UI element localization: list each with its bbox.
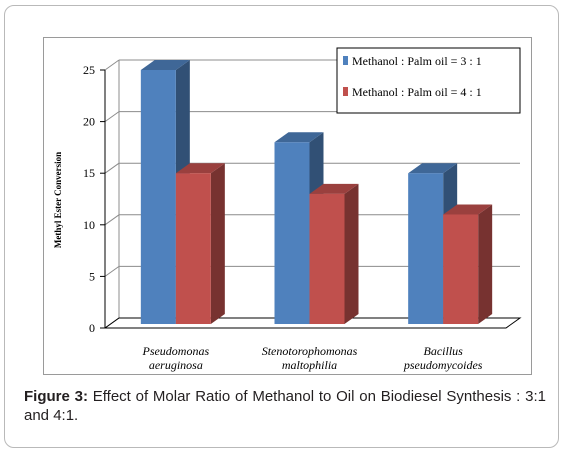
bar-side xyxy=(210,163,225,324)
x-tick-label: aeruginosa xyxy=(149,358,203,372)
y-axis: 0 5 10 15 20 25 xyxy=(83,63,522,335)
x-tick-label: maltophilia xyxy=(282,358,337,372)
y-tick-label: 0 xyxy=(89,321,95,335)
caption-label: Figure 3: xyxy=(24,388,88,405)
bar-side xyxy=(478,204,493,324)
figure-caption: Figure 3: Effect of Molar Ratio of Metha… xyxy=(24,387,546,425)
legend-swatch xyxy=(343,87,348,96)
y-tick-label: 15 xyxy=(83,166,95,180)
floor xyxy=(103,317,522,329)
x-tick-label: Bacillus xyxy=(424,344,464,358)
gridline-side xyxy=(104,162,120,174)
y-tick-label: 5 xyxy=(89,269,95,283)
bar-side xyxy=(344,183,359,324)
bar xyxy=(443,204,493,324)
gridline-side xyxy=(104,265,120,277)
bar-top xyxy=(309,183,359,194)
bar-top xyxy=(443,204,493,215)
bar-top xyxy=(140,60,190,70)
bar xyxy=(175,163,225,324)
legend: Methanol : Palm oil = 3 : 1 Methanol : Pa… xyxy=(336,47,521,114)
caption-text: Effect of Molar Ratio of Methanol to Oil… xyxy=(24,388,546,424)
bar-front xyxy=(309,193,345,324)
bar-front xyxy=(140,70,176,324)
bars xyxy=(140,60,493,324)
gridline-side xyxy=(104,59,120,71)
legend-swatch xyxy=(343,56,348,65)
bar xyxy=(309,183,359,324)
legend-label: Methanol : Palm oil = 3 : 1 xyxy=(352,54,482,68)
bar-front xyxy=(408,173,444,324)
legend-label: Methanol : Palm oil = 4 : 1 xyxy=(352,85,482,99)
bar-front xyxy=(443,214,479,324)
x-tick-label: Stenotorophomonas xyxy=(262,344,358,358)
gridline-side xyxy=(104,111,120,123)
bar-front xyxy=(274,142,310,324)
legend-box xyxy=(336,47,521,114)
y-axis-label: Methyl Ester Conversion xyxy=(53,152,63,248)
y-tick-label: 20 xyxy=(83,115,95,129)
y-tick-label: 25 xyxy=(83,63,95,77)
bar-front xyxy=(175,173,211,324)
bar-top xyxy=(408,163,458,174)
y-tick-label: 10 xyxy=(83,218,95,232)
bar-top xyxy=(175,163,225,174)
gridline-side xyxy=(104,214,120,226)
x-tick-label: pseudomycoides xyxy=(403,358,483,372)
x-tick-label: Pseudomonas xyxy=(141,344,209,358)
bar-top xyxy=(274,132,324,143)
